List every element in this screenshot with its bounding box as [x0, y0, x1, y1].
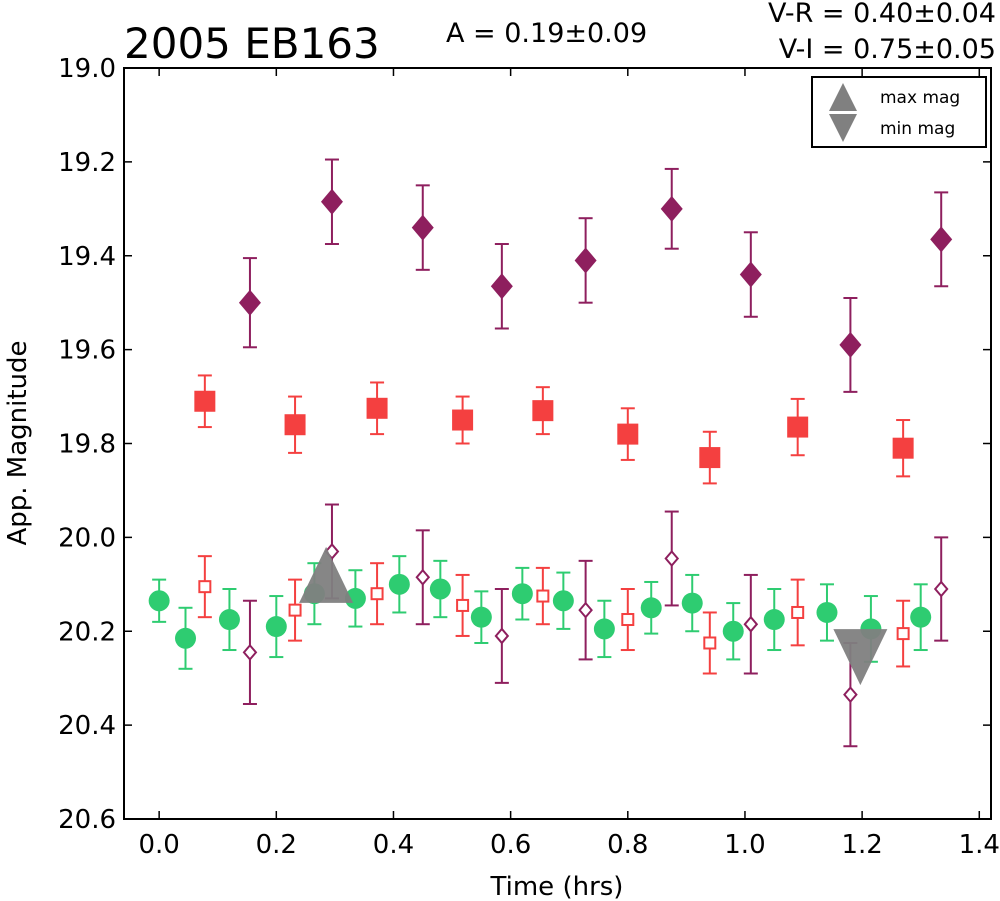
data-point-square-filled [452, 409, 474, 431]
legend-max-mag-triangle-icon [829, 83, 857, 111]
x-tick-label: 0.2 [256, 830, 297, 860]
y-axis-label: App. Magnitude [3, 340, 33, 545]
amplitude-annotation: A = 0.19±0.09 [446, 18, 647, 49]
data-marks [148, 158, 953, 748]
data-point-square-open [288, 603, 302, 617]
x-tick-label: 0.4 [373, 830, 414, 860]
y-tick-label: 20.4 [58, 711, 116, 741]
data-point-square-open [703, 636, 717, 650]
data-point-square-filled [699, 447, 721, 469]
data-point-diamond-filled [574, 247, 597, 274]
data-point-circle-filled [148, 590, 170, 612]
data-point-square-filled [617, 423, 639, 445]
x-tick-label: 1.4 [959, 830, 1000, 860]
y-tick-label: 19.4 [58, 242, 116, 272]
data-point-diamond-filled [660, 195, 683, 222]
data-point-circle-filled [763, 609, 785, 631]
data-point-diamond-open [242, 643, 258, 661]
data-point-diamond-filled [839, 331, 862, 358]
data-point-diamond-open [415, 568, 431, 586]
data-point-square-open [370, 587, 384, 601]
data-point-circle-filled [388, 573, 410, 595]
data-point-square-filled [787, 416, 809, 438]
data-point-square-filled [366, 397, 388, 419]
data-point-circle-filled [175, 627, 197, 649]
data-point-diamond-open [578, 601, 593, 619]
legend-max-mag-label: max mag [880, 88, 960, 108]
chart-title: 2005 EB163 [124, 19, 380, 68]
data-point-circle-filled [429, 578, 451, 600]
data-point-square-open [198, 580, 212, 594]
x-tick-label: 1.2 [841, 830, 882, 860]
data-point-circle-filled [681, 592, 703, 614]
data-point-diamond-filled [238, 289, 261, 316]
x-tick-label: 0.6 [490, 830, 531, 860]
legend-min-mag-triangle-icon [829, 114, 857, 142]
data-point-circle-filled [593, 618, 615, 640]
data-point-diamond-filled [930, 226, 953, 253]
y-tick-label: 19.6 [58, 336, 116, 366]
x-tick-label: 1.0 [724, 830, 765, 860]
v-i-annotation: V-I = 0.75±0.05 [779, 34, 996, 65]
data-point-diamond-open [933, 580, 949, 598]
plot-frame [123, 67, 992, 820]
data-point-circle-filled [344, 587, 366, 609]
data-point-square-open [536, 589, 550, 603]
data-point-square-filled [532, 400, 554, 422]
data-point-diamond-filled [411, 214, 434, 241]
data-point-diamond-open [494, 627, 510, 645]
x-tick-label: 0.8 [607, 830, 648, 860]
data-point-circle-filled [218, 609, 240, 631]
v-r-annotation: V-R = 0.40±0.04 [768, 0, 996, 29]
data-point-circle-filled [640, 597, 662, 619]
data-point-circle-filled [470, 606, 492, 628]
data-point-circle-filled [722, 620, 744, 642]
data-point-diamond-filled [320, 188, 343, 215]
legend-min-mag-label: min mag [880, 119, 955, 139]
data-point-square-filled [284, 414, 306, 436]
y-tick-label: 20.2 [58, 617, 116, 647]
data-point-diamond-open [743, 615, 759, 633]
data-point-square-open [791, 605, 805, 619]
data-point-circle-filled [552, 590, 574, 612]
data-point-diamond-open [664, 549, 680, 568]
data-point-square-open [456, 598, 470, 612]
data-point-circle-filled [511, 583, 533, 605]
max-mag-triangle [299, 546, 354, 603]
data-point-diamond-filled [739, 261, 762, 288]
x-axis-label: Time (hrs) [490, 872, 624, 901]
data-point-circle-filled [910, 606, 932, 628]
data-point-square-open [896, 627, 910, 641]
data-point-circle-filled [816, 601, 838, 623]
x-tick-label: 0.0 [138, 830, 179, 860]
data-point-square-filled [194, 390, 216, 412]
data-point-square-filled [892, 437, 914, 459]
data-point-diamond-filled [490, 273, 513, 300]
legend: max mag min mag [811, 76, 987, 148]
y-tick-label: 19.2 [58, 148, 116, 178]
y-tick-label: 20.0 [58, 523, 116, 553]
y-tick-label: 19.0 [58, 54, 116, 84]
y-tick-label: 19.8 [58, 430, 116, 460]
data-point-circle-filled [265, 616, 287, 638]
min-mag-triangle [833, 629, 888, 686]
axis-ticks: 0.0 0.2 0.4 0.6 0.8 1.0 1.2 1.4 19.0 19.2 19.4 19.6… [58, 54, 1000, 860]
y-tick-label: 20.6 [58, 805, 116, 835]
data-point-diamond-open [843, 686, 858, 704]
data-point-square-open [621, 613, 635, 627]
